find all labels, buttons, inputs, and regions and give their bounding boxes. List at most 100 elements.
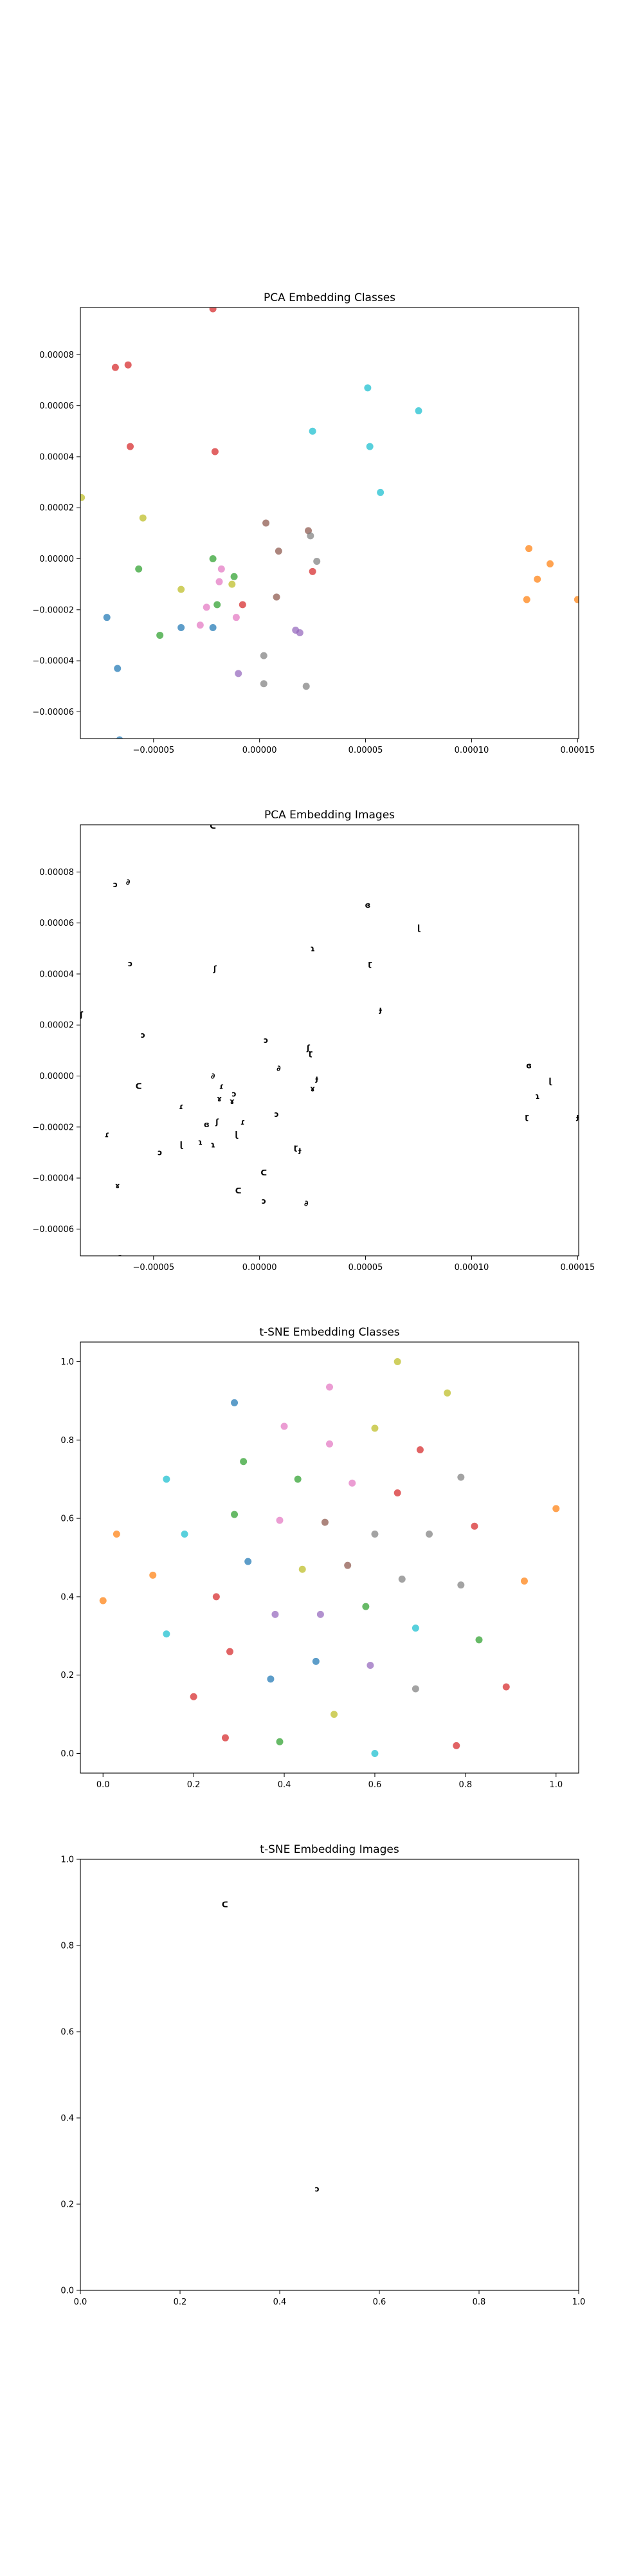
x-tick-label: 0.00010 bbox=[455, 746, 489, 755]
y-tick-label: 0.00004 bbox=[39, 970, 74, 979]
image-thumbnail-glyph: ɿ bbox=[311, 944, 315, 953]
data-point bbox=[416, 1446, 424, 1453]
data-point bbox=[552, 1505, 560, 1513]
image-thumbnail-glyph: ↄ bbox=[158, 1148, 162, 1157]
data-point bbox=[398, 1576, 406, 1583]
data-point bbox=[294, 1475, 302, 1483]
chart-title: t-SNE Embedding Classes bbox=[259, 1326, 399, 1339]
image-thumbnail-glyph: ɾ bbox=[240, 1118, 245, 1127]
chart-title: PCA Embedding Classes bbox=[264, 291, 395, 304]
data-point bbox=[221, 1734, 229, 1742]
image-thumbnail-glyph: ɾ bbox=[179, 1102, 183, 1111]
y-tick-label: −0.00006 bbox=[32, 1225, 74, 1235]
image-thumbnail-glyph: ɞ bbox=[526, 1062, 532, 1071]
data-point bbox=[344, 1561, 352, 1569]
image-thumbnail-glyph: ɾ bbox=[219, 1081, 224, 1090]
data-point bbox=[232, 614, 240, 621]
data-point bbox=[239, 601, 246, 609]
data-point bbox=[163, 1475, 170, 1483]
x-tick-label: 1.0 bbox=[549, 1780, 563, 1790]
image-thumbnail-glyph: ↄ bbox=[262, 1197, 266, 1206]
data-point bbox=[231, 1511, 239, 1518]
x-tick-label: 1.0 bbox=[572, 2297, 586, 2307]
axes-frame bbox=[80, 307, 579, 739]
data-point bbox=[394, 1489, 401, 1496]
image-thumbnail-glyph: ɔ bbox=[232, 1089, 237, 1098]
data-point bbox=[502, 1683, 510, 1691]
data-point bbox=[309, 567, 316, 575]
image-thumbnail-glyph: ∂ bbox=[276, 1064, 281, 1073]
data-point bbox=[244, 1558, 252, 1565]
data-point bbox=[426, 1530, 433, 1538]
image-thumbnail-glyph: ɽ bbox=[368, 959, 372, 968]
x-tick-label: 0.00005 bbox=[349, 746, 383, 755]
image-thumbnail-glyph: ʃ bbox=[79, 1010, 84, 1019]
x-tick-label: 0.4 bbox=[273, 2297, 287, 2307]
y-tick-label: 0.4 bbox=[60, 2114, 74, 2124]
x-tick-label: 0.4 bbox=[278, 1780, 291, 1790]
data-point bbox=[349, 1479, 356, 1487]
data-point bbox=[114, 665, 122, 672]
image-thumbnail-glyph: ɟ bbox=[298, 1145, 302, 1154]
x-tick-label: 0.0 bbox=[74, 2297, 87, 2307]
data-point bbox=[203, 603, 210, 611]
data-point bbox=[177, 585, 185, 593]
data-point bbox=[331, 1711, 338, 1718]
data-point bbox=[574, 596, 579, 603]
y-tick-label: 0.6 bbox=[60, 1514, 74, 1524]
image-thumbnail-glyph: ɭ bbox=[417, 924, 421, 933]
data-point bbox=[124, 361, 132, 369]
data-point bbox=[276, 1516, 284, 1524]
data-point bbox=[226, 1648, 233, 1655]
x-tick-label: 0.0 bbox=[96, 1780, 110, 1790]
data-point bbox=[273, 593, 280, 601]
data-point bbox=[209, 624, 217, 632]
image-thumbnail-glyph: ʃ bbox=[306, 1044, 311, 1053]
data-point bbox=[523, 596, 530, 603]
y-tick-label: −0.00002 bbox=[32, 605, 74, 615]
image-thumbnail-glyph: ɿ bbox=[535, 1092, 539, 1101]
y-tick-label: 0.0 bbox=[60, 2286, 74, 2296]
data-point bbox=[457, 1473, 465, 1481]
data-point bbox=[275, 547, 282, 555]
y-tick-label: −0.00004 bbox=[32, 657, 74, 667]
data-point bbox=[296, 629, 303, 636]
data-point bbox=[103, 614, 111, 621]
data-point bbox=[412, 1685, 419, 1693]
x-tick-label: 0.00010 bbox=[455, 1263, 489, 1273]
data-point bbox=[196, 621, 204, 629]
image-thumbnail-glyph: ɽ bbox=[309, 1049, 312, 1058]
x-tick-label: 0.00015 bbox=[560, 1263, 595, 1273]
data-point bbox=[415, 407, 422, 415]
data-point bbox=[377, 488, 385, 496]
data-point bbox=[177, 624, 185, 632]
data-point bbox=[99, 1597, 107, 1605]
y-tick-label: 0.00002 bbox=[39, 504, 74, 513]
x-tick-label: 0.8 bbox=[473, 2297, 486, 2307]
y-tick-label: 0.00006 bbox=[39, 919, 74, 928]
data-point bbox=[113, 1530, 120, 1538]
image-thumbnail-glyph: ɤ bbox=[217, 1094, 222, 1103]
image-thumbnail-glyph: ɭ bbox=[180, 1141, 184, 1150]
image-thumbnail-glyph: ʃ bbox=[213, 964, 217, 973]
data-point bbox=[209, 555, 217, 563]
data-point bbox=[271, 1610, 279, 1618]
chart-panel: PCA Embedding Classes −0.00005 0.00000 0.00… bbox=[32, 291, 595, 755]
x-tick-label: 0.00015 bbox=[560, 746, 595, 755]
image-thumbnail-glyph: ɞ bbox=[204, 1120, 210, 1129]
data-point bbox=[326, 1440, 333, 1448]
y-tick-label: 1.0 bbox=[60, 1357, 74, 1367]
data-point bbox=[367, 1662, 374, 1669]
y-tick-label: 0.8 bbox=[60, 1436, 74, 1446]
data-point bbox=[149, 1571, 157, 1579]
data-point bbox=[362, 1603, 370, 1610]
y-tick-label: 1.0 bbox=[60, 1855, 74, 1865]
data-point bbox=[520, 1578, 528, 1585]
axes-frame bbox=[80, 824, 579, 1256]
y-tick-label: 0.2 bbox=[60, 2200, 74, 2210]
data-point bbox=[260, 652, 267, 659]
image-thumbnail-glyph: ɤ bbox=[230, 1097, 235, 1106]
